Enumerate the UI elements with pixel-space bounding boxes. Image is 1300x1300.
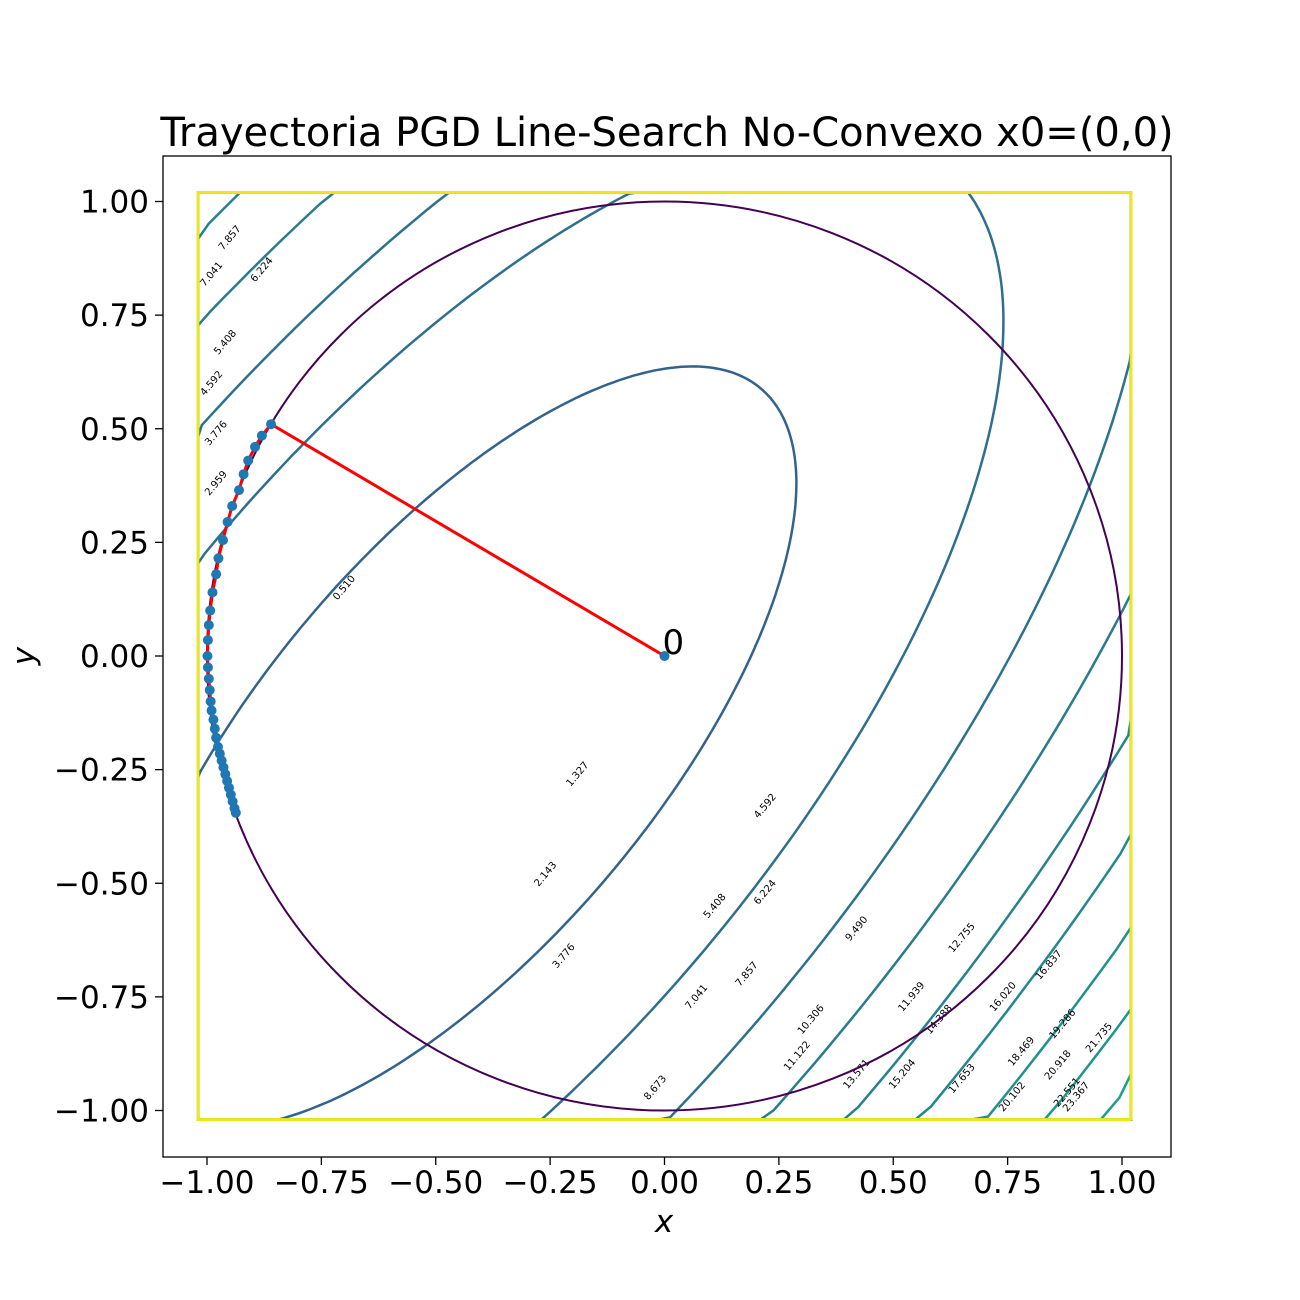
x-tick-label-7: 0.75: [973, 1165, 1042, 1201]
contour-label-ul-5: 3.776: [203, 419, 230, 448]
x-tick-label-6: 0.50: [859, 1165, 928, 1201]
y-tick-label-4: 0.00: [80, 639, 149, 675]
contour-label-19: 16.020: [988, 980, 1019, 1014]
x-tick-label-4: 0.00: [630, 1165, 699, 1201]
trajectory-point-19: [204, 685, 215, 696]
trajectory-point-23: [209, 723, 220, 734]
contour-label-9: 7.857: [734, 960, 761, 989]
contour-label-8: 7.041: [683, 983, 710, 1012]
x-tick-label-3: −0.25: [503, 1165, 598, 1201]
trajectory-point-14: [203, 620, 214, 631]
chart-title: Trayectoria PGD Line-Search No-Convexo x…: [159, 110, 1173, 156]
trajectory-point-16: [202, 651, 213, 661]
y-tick-label-8: 1.00: [80, 185, 149, 221]
trajectory-point-21: [206, 705, 217, 716]
trajectory-point-1: [266, 419, 277, 430]
contour-label-25: 20.918: [1043, 1048, 1074, 1082]
contour-label-3: 2.959: [203, 469, 230, 498]
x-tick-label-0: −1.00: [160, 1165, 255, 1201]
y-tick-label-7: 0.75: [80, 298, 149, 334]
trajectory-point-18: [203, 673, 214, 684]
trajectory-point-7: [227, 501, 238, 512]
trajectory-point-35: [230, 807, 241, 818]
y-axis-label: y: [6, 646, 42, 666]
contour-label-11: 9.490: [844, 915, 871, 944]
y-tick-label-1: −0.75: [54, 980, 149, 1016]
contour-label-ul-3: 5.408: [212, 328, 239, 357]
x-tick-label-2: −0.50: [388, 1165, 483, 1201]
x-tick-label-5: 0.25: [744, 1165, 813, 1201]
contour-label-2: 2.143: [533, 860, 560, 889]
contour-label-12: 10.306: [796, 1003, 827, 1037]
contour-line-28: [196, 191, 1133, 1121]
trajectory-point-4: [243, 455, 254, 466]
trajectory-line: [205, 422, 666, 814]
contour-label-10: 8.673: [642, 1074, 669, 1103]
contour-label-7: 6.224: [752, 878, 779, 907]
contour-label-18: 15.204: [887, 1058, 918, 1092]
contour-label-23: 19.286: [1047, 1008, 1078, 1042]
y-tick-label-2: −0.50: [54, 866, 149, 902]
start-point-label: 0: [663, 623, 685, 663]
trajectory-point-5: [238, 469, 249, 480]
contour-label-1: 1.327: [565, 760, 592, 789]
y-tick-label-5: 0.25: [80, 525, 149, 561]
x-tick-label-1: −0.75: [274, 1165, 369, 1201]
y-tick-label-3: −0.25: [54, 753, 149, 789]
x-axis-label: x: [654, 1204, 674, 1240]
trajectory-point-3: [250, 441, 261, 452]
contour-label-ul-4: 4.592: [199, 369, 226, 398]
contour-label-6: 5.408: [702, 892, 729, 921]
x-tick-label-8: 1.00: [1087, 1165, 1156, 1201]
trajectory-point-8: [222, 516, 233, 527]
trajectory-point-12: [207, 587, 218, 598]
trajectory-point-13: [205, 605, 216, 616]
trajectory-point-6: [234, 485, 245, 496]
y-tick-label-6: 0.50: [80, 412, 149, 448]
trajectory-point-20: [205, 696, 216, 707]
trajectory-point-2: [256, 430, 267, 441]
contour-label-22: 18.469: [1006, 1035, 1037, 1069]
trajectory-point-9: [218, 535, 229, 546]
contour-label-ul-1: 7.041: [199, 260, 226, 289]
contour-label-5: 4.592: [752, 792, 779, 821]
contour-line-0: [196, 365, 798, 1121]
contour-label-13: 11.122: [782, 1039, 813, 1073]
trajectory-point-17: [202, 662, 213, 673]
contour-label-15: 12.755: [947, 921, 978, 955]
y-tick-label-0: −1.00: [54, 1094, 149, 1130]
contour-label-ul-0: 7.857: [217, 224, 244, 253]
contour-label-14: 11.939: [896, 980, 927, 1014]
trajectory-point-24: [211, 732, 222, 743]
contour-label-4: 3.776: [551, 942, 578, 971]
trajectory-point-10: [213, 553, 224, 564]
trajectory-point-0: [659, 651, 670, 661]
trajectory-point-11: [211, 569, 222, 580]
trajectory-point-22: [208, 714, 219, 725]
trajectory-point-15: [202, 635, 213, 646]
